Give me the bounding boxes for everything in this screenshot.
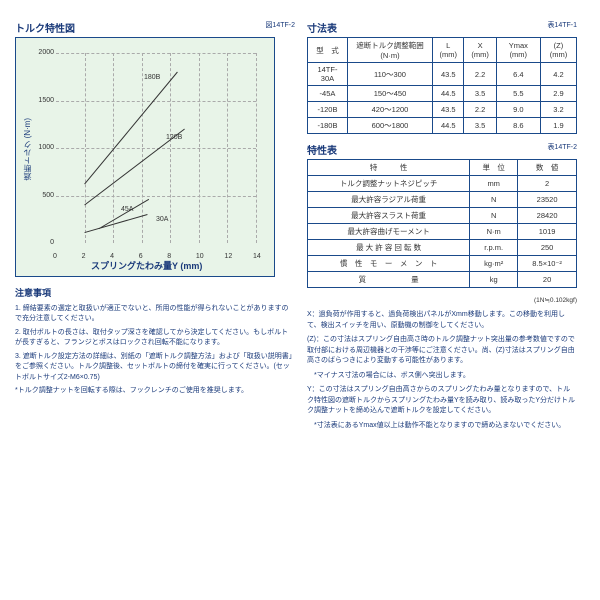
unit-note: (1N≒0.102kgf) — [307, 296, 577, 304]
chart-ylabel: 遮断トルク (N·m) — [22, 118, 33, 181]
chart-title: トルク特性図図14TF-2 — [15, 20, 295, 35]
chart-xlabel: スプリングたわみ量Y (mm) — [91, 259, 202, 272]
dimension-table: 型 式遮断トルク調整範囲 (N·m)L (mm)X (mm)Ymax (mm)(… — [307, 37, 577, 134]
char-title: 特性表表14TF-2 — [307, 142, 577, 157]
notes-left: 注意事項 1. 締結要素の選定と取扱いが適正でないと、所用の性能が得られないこと… — [15, 287, 295, 397]
torque-chart: 遮断トルク (N·m) スプリングたわみ量Y (mm) 050010001500… — [15, 37, 275, 277]
notes-right: X：過負荷が作用すると、過負荷検出パネルがXmm移動します。この移動を利用して、… — [307, 310, 577, 431]
dim-title: 寸法表表14TF-1 — [307, 20, 577, 35]
characteristic-table: 特 性単 位数 値トルク調整ナットネジピッチmm2最大許容ラジアル荷重N2352… — [307, 159, 577, 288]
